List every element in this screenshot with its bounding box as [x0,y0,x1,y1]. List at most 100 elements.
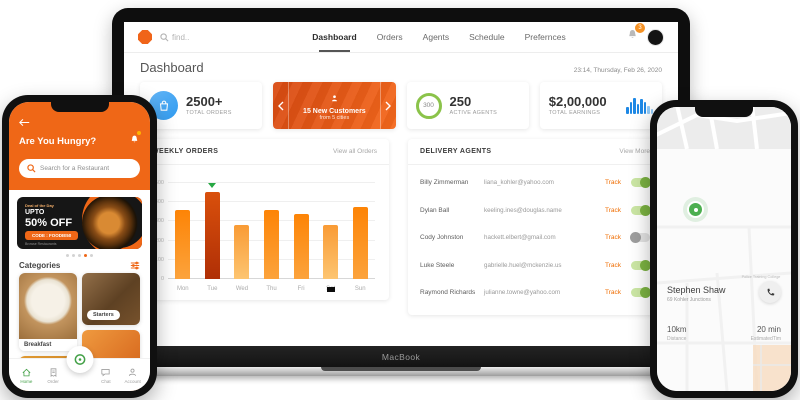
category-card-breakfast[interactable]: Breakfast [19,273,77,351]
nav-dashboard[interactable]: Dashboard [312,32,357,52]
promo-carousel-dots [9,254,150,257]
call-driver-button[interactable] [759,281,781,303]
promo-line1: UPTO [25,209,45,216]
carousel-dot[interactable] [66,254,69,257]
categories-title: Categories [19,261,61,270]
tab-account[interactable]: Account [121,367,145,384]
earnings-chart-icon [626,97,653,114]
notifications-button[interactable]: 3 [626,23,645,46]
phone-notch [695,107,753,117]
tab-home[interactable]: Home [14,367,38,384]
tab-order[interactable]: Order [41,367,65,384]
filter-icon[interactable] [130,261,140,270]
carousel-dot[interactable] [78,254,81,257]
nav-schedule[interactable]: Schedule [469,32,505,42]
carousel-dot[interactable] [84,254,87,257]
track-link[interactable]: Track [604,289,621,297]
eta-metric: 20 min EstimatedTim [751,325,781,342]
bar-cell [227,183,257,279]
weekly-orders-plot [168,182,375,292]
nav-agents[interactable]: Agents [422,32,450,42]
x-tick-label: Mon [176,286,189,292]
carousel-dot[interactable] [72,254,75,257]
tracking-map[interactable]: Police Training College Stephen Shaw 69 … [657,107,791,391]
restaurant-search-placeholder: Search for a Restaurant [40,165,110,172]
track-toggle[interactable] [631,177,651,189]
eta-value: 20 min [756,325,781,334]
search-box[interactable] [160,32,252,42]
macbook-bezel: DashboardOrdersAgentsSchedulePrefernces … [112,8,690,346]
track-link[interactable]: Track [604,234,621,242]
datetime-text: 23:14, Thursday, Feb 26, 2020 [573,67,662,74]
category-card-starters[interactable]: Starters [82,273,140,325]
agent-email: hackett.elbert@gmail.com [484,234,556,242]
delivery-agents-title: DELIVERY AGENTS [420,148,492,155]
dashboard-screen: DashboardOrdersAgentsSchedulePrefernces … [124,22,678,346]
track-toggle[interactable] [631,204,651,216]
distance-metric: 10km Distance [667,325,687,342]
track-link[interactable]: Track [604,206,621,214]
carousel-dot[interactable] [90,254,93,257]
food-app-header: Are You Hungry? Search for a Restaurant [9,102,150,190]
bar-sun [352,207,368,279]
chat-icon [101,368,110,376]
new-customers-card: 15 New Customers from 5 cities [273,82,396,129]
toggle-knob [640,259,651,271]
center-fab-button[interactable] [66,346,93,373]
promo-food-photo [82,197,138,249]
promo-eyebrow: Deal of the Day [25,203,54,208]
phone-bell-button[interactable] [129,131,141,150]
track-link[interactable]: Track [604,179,621,187]
gridline [168,182,375,183]
driver-location-pin [687,201,704,218]
search-input[interactable] [172,32,252,42]
phone-bell-icon [131,135,138,143]
track-link[interactable]: Track [604,261,621,269]
promo-code-button[interactable]: CODE : FOODIE50 [25,231,79,240]
nav-prefernces[interactable]: Prefernces [524,32,566,42]
order-icon [50,367,56,377]
map-poi-label: Police Training College [741,275,781,279]
bar-cell [286,183,316,279]
chart-y-axis: 0 100 200 300 400 500 [148,180,168,282]
nav-orders[interactable]: Orders [376,32,403,42]
user-avatar[interactable] [647,28,664,46]
stat-cards-row: 2500+ TOTAL ORDERS 15 New Customers from… [124,80,678,135]
view-more-link[interactable]: View More [619,148,650,155]
restaurant-search-icon [27,164,36,173]
tab-chat[interactable]: Chat [94,367,118,384]
total-orders-label: TOTAL ORDERS [186,109,232,116]
total-earnings-label: TOTAL EARNINGS [548,109,601,116]
carousel-prev-button[interactable] [273,82,290,129]
carousel-next-button[interactable] [379,82,396,129]
bar-mon [175,209,191,279]
active-agents-value: 250 [449,94,472,110]
agent-email: julianne.towne@yahoo.com [484,289,561,297]
track-toggle[interactable] [630,232,650,244]
chevron-right-icon [385,101,391,110]
toggle-knob [630,232,641,244]
eta-label: EstimatedTim [750,336,781,342]
agent-row: Dylan Ball keeling.ines@douglas.name Track [420,197,651,225]
back-arrow-icon[interactable] [19,118,30,127]
promo-banner[interactable]: Deal of the Day UPTO 50% OFF CODE : FOOD… [17,197,142,249]
bar-thu [264,209,280,279]
fab-icon [74,354,85,365]
food-app-phone: Are You Hungry? Search for a Restaurant … [2,95,157,398]
restaurant-search-field[interactable]: Search for a Restaurant [19,159,140,178]
macbook-brand-label: MacBook [381,351,421,362]
track-toggle[interactable] [631,287,651,299]
bar-cell [316,183,346,292]
triangle-marker-icon [208,182,217,188]
toggle-knob [640,204,651,216]
view-all-orders-link[interactable]: View all Orders [333,148,377,155]
agent-name: Billy Zimmerman [420,179,469,187]
driver-name: Stephen Shaw [667,285,726,295]
bar-wed [234,225,250,279]
bar-cell [198,182,228,279]
map-streets [657,107,791,391]
agent-row: Cody Johnston hackett.elbert@gmail.com Tra… [420,224,650,252]
breakfast-photo [19,273,77,339]
food-app-screen: Are You Hungry? Search for a Restaurant … [9,102,150,391]
track-toggle[interactable] [631,259,651,271]
